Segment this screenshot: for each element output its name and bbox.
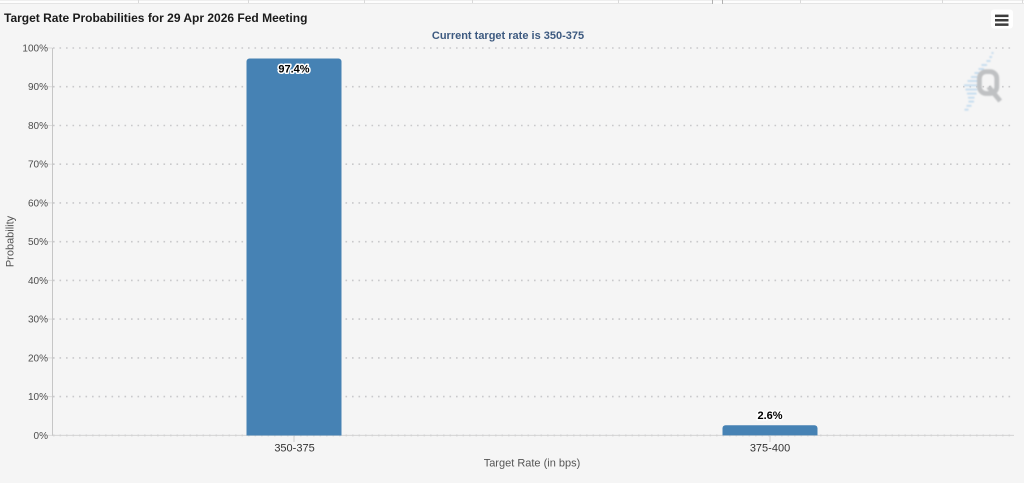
svg-text:50%: 50% (28, 237, 48, 248)
svg-text:40%: 40% (28, 276, 48, 287)
svg-text:100%: 100% (22, 44, 48, 55)
svg-text:350-375: 350-375 (274, 443, 314, 455)
svg-text:2.6%: 2.6% (757, 410, 782, 422)
svg-text:10%: 10% (28, 392, 48, 403)
svg-text:60%: 60% (28, 198, 48, 209)
svg-text:90%: 90% (28, 82, 48, 93)
svg-text:97.4%: 97.4% (278, 64, 309, 76)
svg-text:20%: 20% (28, 353, 48, 364)
svg-text:0%: 0% (34, 431, 49, 442)
svg-text:30%: 30% (28, 315, 48, 326)
svg-text:80%: 80% (28, 121, 48, 132)
svg-text:375-400: 375-400 (750, 443, 790, 455)
svg-text:Probability: Probability (5, 215, 17, 267)
svg-text:70%: 70% (28, 160, 48, 171)
svg-text:Target Rate (in bps): Target Rate (in bps) (484, 458, 581, 470)
